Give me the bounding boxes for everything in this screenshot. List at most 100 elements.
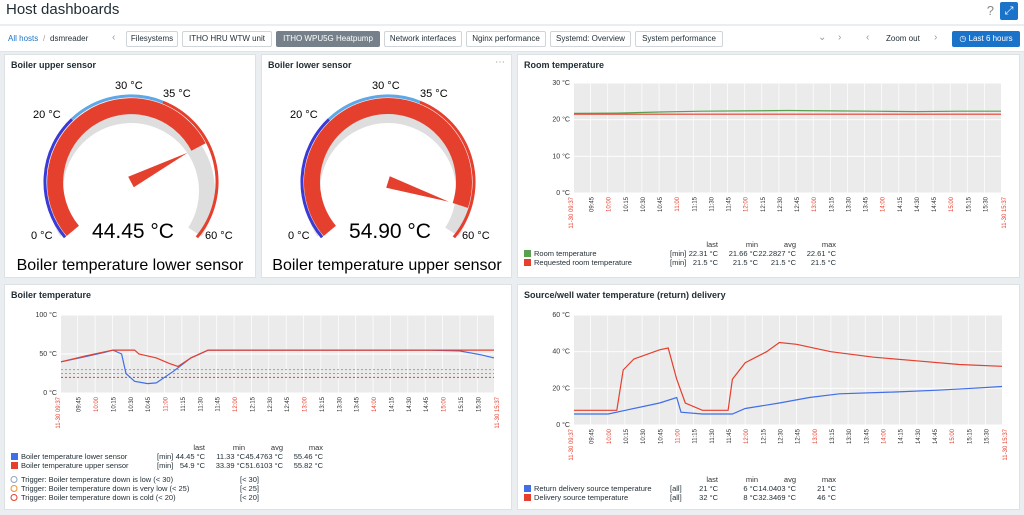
gauge-zone-warm: [162, 100, 219, 239]
legend-swatch: [11, 462, 18, 469]
legend-func: [min]: [670, 249, 686, 258]
x-tick-label: 14:45: [424, 396, 430, 412]
legend-header: last: [706, 240, 719, 249]
legend-header: max: [822, 475, 836, 484]
tab-network-interfaces[interactable]: Network interfaces: [384, 31, 462, 47]
gauge-label-min: 0 °C: [31, 230, 53, 242]
panel-menu-icon[interactable]: ⋯: [495, 57, 505, 68]
y-tick-label: 20 °C: [552, 384, 570, 392]
legend-value: 21.66 °C: [729, 249, 759, 258]
x-tick-label: 13:30: [337, 396, 343, 412]
zoom-out-button[interactable]: Zoom out: [886, 34, 920, 43]
x-tick-label: 10:15: [111, 396, 117, 412]
x-tick-label: 12:45: [796, 428, 802, 444]
x-tick-label: 12:15: [250, 396, 256, 412]
y-tick-label: 60 °C: [552, 311, 570, 319]
x-tick-label: 11:30: [709, 196, 715, 211]
x-tick-label: 15:30: [983, 196, 989, 212]
trigger-name: Trigger: Boiler temperature down is cold…: [21, 493, 176, 502]
x-end-label: 11-30 15:37: [1003, 428, 1009, 460]
gauge-label-min: 0 °C: [288, 230, 310, 242]
tab-filesystems[interactable]: Filesystems: [126, 31, 178, 47]
clock-icon: ◷: [959, 34, 967, 43]
x-tick-label: 11:00: [164, 396, 170, 411]
x-tick-label: 15:30: [476, 396, 482, 412]
x-tick-label: 13:30: [847, 428, 853, 444]
x-tick-label: 11:30: [198, 396, 204, 411]
legend-swatch: [524, 259, 531, 266]
x-tick-label: 13:15: [320, 396, 326, 412]
x-tick-label: 14:15: [899, 428, 905, 444]
y-tick-label: 100 °C: [36, 311, 57, 319]
legend-value: 21 °C: [817, 484, 836, 493]
x-tick-label: 14:45: [932, 196, 938, 212]
legend-value: 45.4763 °C: [245, 452, 283, 461]
x-tick-label: 12:30: [778, 428, 784, 444]
tab-nginx-performance[interactable]: Nginx performance: [466, 31, 546, 47]
x-start-label: 11-30 09:37: [569, 196, 575, 228]
tabs-next-icon[interactable]: ›: [838, 32, 842, 43]
x-tick-label: 10:45: [658, 196, 664, 212]
gauge-caption: Boiler temperature upper sensor: [272, 257, 502, 274]
x-tick-label: 11:45: [216, 396, 222, 411]
legend-value: 32 °C: [699, 493, 718, 502]
fullscreen-icon[interactable]: ⤢: [1000, 2, 1018, 20]
y-tick-label: 30 °C: [552, 79, 570, 87]
chart-panel-source: Source/well water temperature (return) d…: [517, 284, 1020, 510]
legend-func: [all]: [670, 493, 682, 502]
legend-value: 21.5 °C: [733, 258, 759, 267]
legend-value: 32.3469 °C: [758, 493, 796, 502]
time-next-icon[interactable]: ›: [934, 32, 938, 43]
x-tick-label: 11:00: [675, 428, 681, 443]
x-tick-label: 10:30: [129, 396, 135, 412]
help-icon[interactable]: ?: [986, 3, 994, 18]
tab-systemd-overview[interactable]: Systemd: Overview: [550, 31, 631, 47]
legend-value: 11.33 °C: [216, 452, 245, 461]
gauge-label-20: 20 °C: [290, 109, 318, 121]
legend-name: Delivery source temperature: [534, 493, 628, 502]
x-tick-label: 12:45: [795, 196, 801, 212]
x-tick-label: 10:45: [658, 428, 664, 444]
tab-itho-wpu5g[interactable]: ITHO WPU5G Heatpump: [276, 31, 380, 47]
gauge-value: 54.90 °C: [349, 220, 431, 243]
tabs-prev-icon[interactable]: ‹: [112, 32, 116, 43]
legend-swatch: [524, 485, 531, 492]
x-tick-label: 12:00: [233, 396, 239, 412]
panel-title: Boiler lower sensor: [268, 60, 352, 70]
x-tick-label: 15:00: [442, 396, 448, 412]
x-tick-label: 10:00: [607, 196, 613, 212]
x-tick-label: 13:15: [830, 428, 836, 444]
breadcrumb-host: dsmreader: [50, 34, 89, 43]
legend-value: 33.39 °C: [216, 461, 246, 470]
gauge-zone-cool: [327, 94, 421, 121]
x-tick-label: 15:15: [966, 196, 972, 212]
tab-system-performance[interactable]: System performance: [635, 31, 723, 47]
x-tick-label: 09:45: [590, 196, 596, 212]
all-hosts-link[interactable]: All hosts: [8, 34, 39, 43]
page-header: Host dashboards ? ⤢: [0, 0, 1024, 24]
x-tick-label: 10:00: [607, 428, 613, 444]
legend-name: Room temperature: [534, 249, 597, 258]
chart-svg: 09:45 10:00 10:15 10:30 10:45 11:00 11:15 11:30…: [524, 79, 1008, 267]
series-line: [574, 341, 1003, 411]
tabs-dropdown-icon[interactable]: ⌄: [818, 32, 827, 43]
x-tick-label: 10:30: [641, 428, 647, 444]
x-tick-label: 15:15: [967, 428, 973, 444]
legend-header: min: [746, 240, 758, 249]
legend-header: min: [746, 475, 758, 484]
gauge-label-35: 35 °C: [163, 88, 191, 100]
gauge-svg: 0 °C 20 °C 30 °C 35 °C 60 °C 44.45 °C Bo…: [17, 80, 244, 274]
time-prev-icon[interactable]: ‹: [866, 32, 870, 43]
x-tick-label: 14:00: [881, 196, 887, 212]
series-line: [60, 349, 494, 368]
gauge-zone-cool: [70, 94, 164, 121]
trigger-threshold: [< 20]: [240, 493, 259, 502]
legend-swatch: [524, 250, 531, 257]
breadcrumb-separator: /: [43, 34, 46, 43]
x-tick-label: 12:00: [744, 428, 750, 444]
time-range-button[interactable]: ◷ Last 6 hours: [952, 31, 1020, 47]
tab-itho-hru[interactable]: ITHO HRU WTW unit: [182, 31, 272, 47]
x-tick-label: 13:30: [846, 196, 852, 212]
x-tick-label: 13:00: [813, 428, 819, 444]
legend-value: 21.5 °C: [771, 258, 797, 267]
